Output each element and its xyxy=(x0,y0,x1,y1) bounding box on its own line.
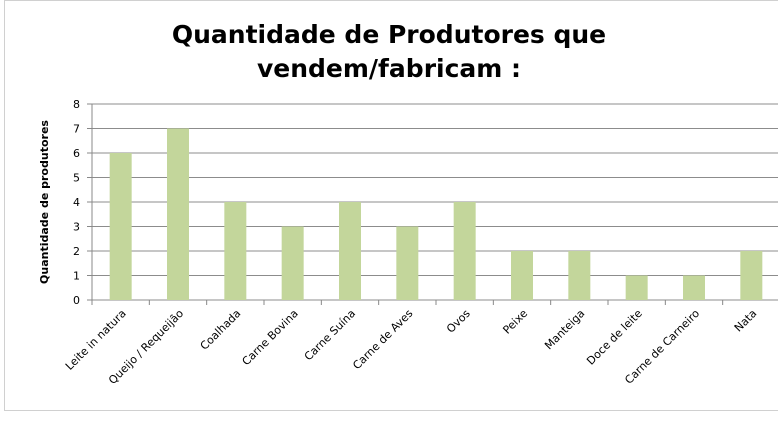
y-tick-label: 4 xyxy=(73,196,80,209)
chart-border xyxy=(4,0,778,411)
bar xyxy=(740,251,763,300)
y-tick-label: 8 xyxy=(73,98,80,111)
x-tick-label: Carne Bovina xyxy=(240,307,301,368)
y-tick-label: 6 xyxy=(73,147,80,160)
x-tick-label: Nata xyxy=(732,307,760,335)
y-tick-label: 3 xyxy=(73,221,80,234)
x-tick-label: Coalhada xyxy=(198,307,244,353)
bar xyxy=(625,275,648,300)
x-tick-label: Leite in natura xyxy=(63,307,129,373)
bar xyxy=(339,202,361,300)
y-tick-label: 7 xyxy=(73,123,80,136)
y-tick-label: 0 xyxy=(73,294,80,307)
y-tick-label: 1 xyxy=(73,270,80,283)
x-tick-label: Peixe xyxy=(500,307,530,337)
bar xyxy=(224,202,247,300)
x-tick-label: Carne de Aves xyxy=(350,307,415,372)
bar xyxy=(568,251,591,300)
x-tick-label: Doce de leite xyxy=(584,307,645,368)
x-tick-label: Carne Suína xyxy=(302,307,358,363)
bar xyxy=(281,226,304,300)
chart-title: Quantidade de Produtores que vendem/fabr… xyxy=(171,20,607,83)
y-tick-label: 2 xyxy=(73,245,80,258)
y-axis-label: Quantidade de produtores xyxy=(38,120,51,284)
bar xyxy=(167,128,189,300)
bar xyxy=(453,202,476,300)
bar xyxy=(683,275,705,300)
bar xyxy=(511,251,533,300)
y-tick-label: 5 xyxy=(73,172,80,185)
bar xyxy=(109,153,132,300)
bar xyxy=(396,226,419,300)
x-tick-label: Ovos xyxy=(444,307,473,336)
x-tick-label: Manteiga xyxy=(542,307,587,352)
